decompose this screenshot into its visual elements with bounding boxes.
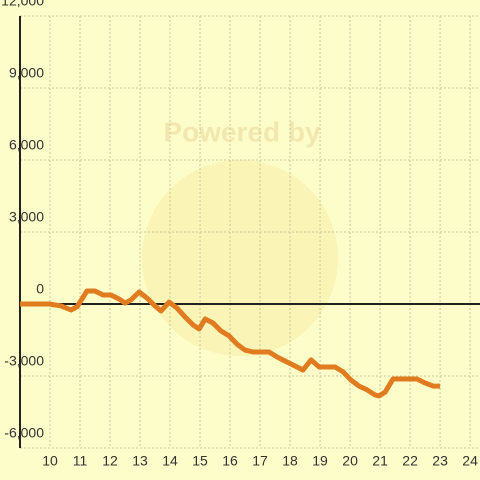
x-tick-label: 18 — [282, 453, 298, 469]
x-tick-label: 22 — [402, 453, 418, 469]
y-tick-label: 3,000 — [9, 209, 44, 225]
x-tick-label: 24 — [462, 453, 478, 469]
y-tick-label: -6,000 — [4, 425, 44, 441]
x-tick-label: 15 — [192, 453, 208, 469]
y-tick-label: 9,000 — [9, 65, 44, 81]
x-tick-label: 10 — [42, 453, 58, 469]
watermark-logo — [142, 160, 338, 356]
x-tick-label: 19 — [312, 453, 328, 469]
x-tick-label: 20 — [342, 453, 358, 469]
y-tick-label: 12,000 — [1, 0, 44, 9]
watermark: Powered by — [163, 116, 321, 147]
x-tick-label: 12 — [102, 453, 118, 469]
y-tick-label: 0 — [36, 281, 44, 297]
x-tick-label: 16 — [222, 453, 238, 469]
x-tick-label: 11 — [73, 453, 88, 469]
x-tick-label: 21 — [372, 453, 388, 469]
x-tick-label: 17 — [252, 453, 268, 469]
x-tick-label: 13 — [132, 453, 148, 469]
y-tick-label: -3,000 — [4, 353, 44, 369]
data-line — [20, 288, 441, 399]
x-tick-label: 14 — [162, 453, 178, 469]
x-tick-label: 23 — [432, 453, 448, 469]
y-tick-label: 6,000 — [9, 137, 44, 153]
